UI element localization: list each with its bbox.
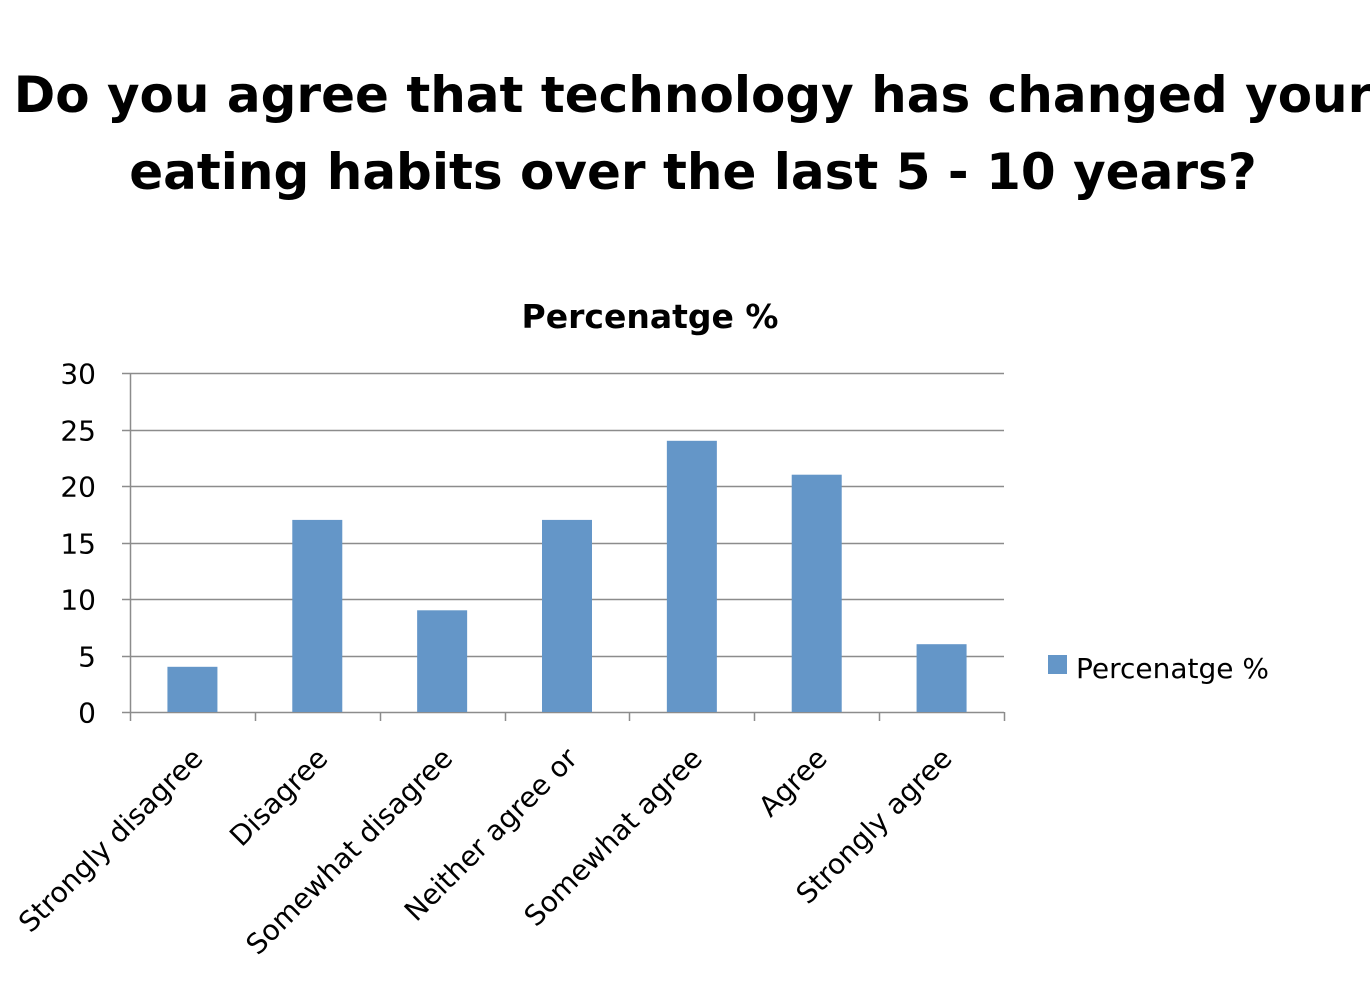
bar-agree bbox=[791, 474, 842, 712]
x-category-label: Agree bbox=[752, 742, 834, 824]
x-category-label: Disagree bbox=[223, 742, 334, 853]
bar-neither-agree-or bbox=[542, 519, 592, 712]
y-tick-label: 5 bbox=[78, 641, 96, 674]
axes bbox=[122, 372, 1006, 721]
y-tick-label: 20 bbox=[60, 471, 96, 504]
y-tick-label: 15 bbox=[60, 528, 96, 561]
y-tick-labels: 0 5 10 15 20 25 30 bbox=[60, 358, 96, 730]
chart-title: Percenatge % bbox=[522, 297, 779, 336]
bar-somewhat-agree bbox=[666, 440, 717, 712]
bar-somewhat-disagree bbox=[417, 610, 468, 712]
page-title-line-2: eating habits over the last 5 - 10 years… bbox=[129, 143, 1257, 201]
bar-disagree bbox=[292, 519, 343, 712]
y-tick-label: 10 bbox=[60, 584, 96, 617]
bars bbox=[167, 440, 967, 712]
y-tick-label: 30 bbox=[60, 358, 96, 391]
y-tick-label: 25 bbox=[60, 415, 96, 448]
x-category-label: Somewhat disagree bbox=[240, 742, 460, 962]
page-title-line-1: Do you agree that technology has changed… bbox=[14, 66, 1370, 124]
y-tick-label: 0 bbox=[78, 697, 96, 730]
legend-swatch bbox=[1048, 655, 1067, 674]
legend-label: Percenatge % bbox=[1076, 652, 1269, 685]
bar-strongly-agree bbox=[916, 644, 967, 712]
bar-strongly-disagree bbox=[167, 666, 218, 712]
x-category-label: Strongly disagree bbox=[12, 742, 209, 939]
legend: Percenatge % bbox=[1048, 652, 1269, 685]
